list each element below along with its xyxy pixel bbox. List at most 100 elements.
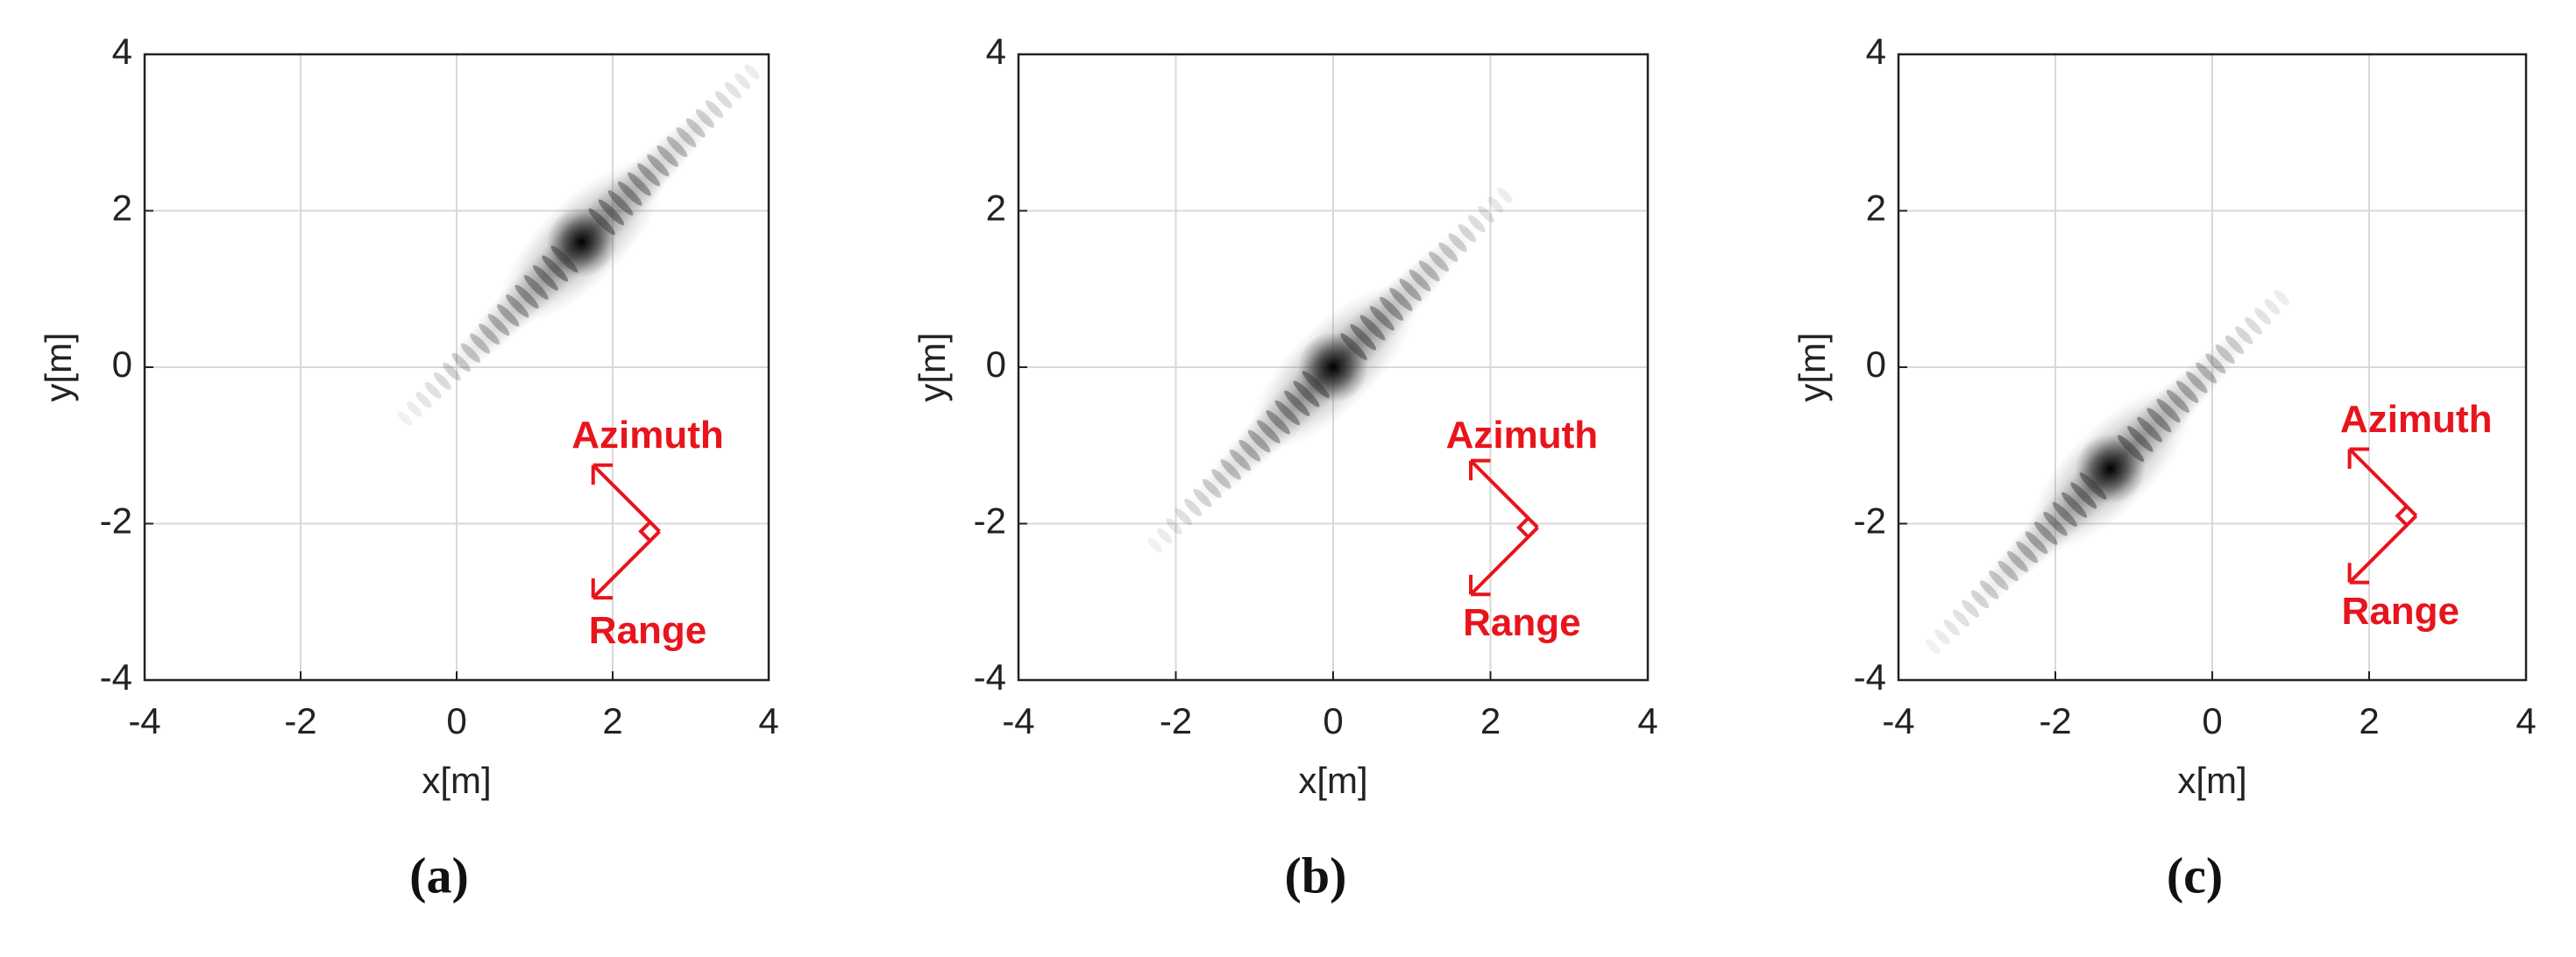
right-angle-mark xyxy=(638,521,652,542)
range-sidelobe xyxy=(2043,511,2068,536)
range-sidelobe xyxy=(1274,400,1301,426)
range-sidelobe xyxy=(715,91,733,109)
axes-box xyxy=(1897,53,2528,682)
range-sidelobe xyxy=(1497,188,1513,203)
range-sidelobe xyxy=(1350,323,1377,351)
range-sidelobe xyxy=(1229,449,1252,471)
y-tick-label: 4 xyxy=(112,31,132,72)
range-sidelobe xyxy=(1389,287,1413,311)
range-sidelobe xyxy=(1458,223,1477,243)
range-sidelobe xyxy=(1409,269,1431,292)
target-response xyxy=(1925,289,2289,654)
range-sidelobe xyxy=(1220,459,1241,480)
range-sidelobe xyxy=(460,343,481,363)
range-sidelobe xyxy=(725,82,742,99)
range-sidelobe xyxy=(523,274,549,300)
y-tick-label: -4 xyxy=(974,656,1006,698)
x-tick-label: 0 xyxy=(446,700,466,741)
range-sidelobe xyxy=(1247,429,1271,453)
y-tick-label: 2 xyxy=(112,188,132,229)
range-sidelobe xyxy=(1184,498,1203,516)
range-sidelobe xyxy=(1238,439,1261,462)
range-sidelobe xyxy=(1369,306,1394,331)
range-sidelobe xyxy=(676,127,697,148)
annotation: Range xyxy=(589,609,706,652)
y-tick-label: -2 xyxy=(974,500,1006,542)
range-sidelobe xyxy=(656,145,678,167)
range-arrow xyxy=(591,530,661,600)
x-tick-label: -4 xyxy=(1882,700,1914,741)
range-sidelobe xyxy=(2205,353,2226,374)
range-sidelobe xyxy=(685,117,706,138)
x-tick-label: -4 xyxy=(1002,700,1034,741)
x-tick-label: 0 xyxy=(1323,700,1343,741)
range-sidelobe xyxy=(1359,315,1386,341)
range-sidelobe xyxy=(2264,299,2281,315)
y-tick-label: -4 xyxy=(1854,656,1886,698)
range-sidelobe xyxy=(2127,426,2154,452)
y-tick-label: -2 xyxy=(100,500,132,542)
range-sidelobe xyxy=(647,154,670,177)
annotation: Azimuth xyxy=(1446,414,1599,457)
x-tick-label: 0 xyxy=(2202,700,2222,741)
azimuth-arrow xyxy=(1469,458,1539,529)
x-tick-label: -4 xyxy=(128,700,160,741)
x-tick-label: 4 xyxy=(2516,700,2536,741)
range-sidelobe xyxy=(407,401,422,417)
range-sidelobe xyxy=(1934,629,1950,645)
range-sidelobe xyxy=(1962,599,1980,618)
range-sidelobe xyxy=(2196,362,2218,384)
y-tick-label: 0 xyxy=(986,344,1006,385)
x-tick-label: -2 xyxy=(2039,700,2071,741)
range-sidelobe xyxy=(666,136,688,158)
range-sidelobe xyxy=(2166,389,2189,413)
range-sidelobe xyxy=(1979,580,1999,599)
range-sidelobe xyxy=(2137,416,2162,443)
range-sidelobe xyxy=(2052,501,2077,528)
x-tick-label: 4 xyxy=(1637,700,1657,741)
azimuth-arrow xyxy=(2347,447,2418,517)
range-sidelobe xyxy=(1193,488,1212,507)
range-sidelobe xyxy=(542,255,569,282)
range-sidelobe xyxy=(1202,478,1222,499)
target-rotated xyxy=(1147,188,1513,553)
range-sidelobe xyxy=(451,352,471,372)
y-axis-label: y[m] xyxy=(912,332,953,401)
x-tick-label: -2 xyxy=(1160,700,1192,741)
target-response xyxy=(397,64,760,426)
range-sidelobe xyxy=(496,304,520,327)
range-sidelobe xyxy=(514,284,539,309)
range-sidelobe xyxy=(1293,380,1320,408)
range-sidelobe xyxy=(1943,619,1960,636)
range-sidelobe xyxy=(1266,410,1290,435)
axes-box xyxy=(1017,53,1650,682)
range-sidelobe xyxy=(2254,308,2272,325)
range-sidelobe xyxy=(397,411,413,426)
range-sidelobe xyxy=(734,73,751,89)
range-sidelobe xyxy=(695,109,714,128)
range-sidelobe xyxy=(533,265,558,291)
range-sidelobe xyxy=(1429,251,1450,272)
range-sidelobe xyxy=(1478,206,1494,223)
range-sidelobe xyxy=(1174,508,1192,526)
x-tick-label: 2 xyxy=(602,700,622,741)
y-tick-label: 0 xyxy=(112,344,132,385)
range-sidelobe xyxy=(1998,560,2019,582)
y-tick-label: 2 xyxy=(986,188,1006,229)
range-sidelobe xyxy=(2175,380,2199,403)
range-sidelobe xyxy=(443,362,461,381)
annotation: Azimuth xyxy=(571,414,724,457)
y-tick-label: -2 xyxy=(1854,500,1886,542)
range-sidelobe xyxy=(2025,531,2048,555)
range-sidelobe xyxy=(2016,541,2039,564)
range-sidelobe xyxy=(433,372,451,390)
range-sidelobe xyxy=(487,314,510,336)
target-peak xyxy=(2075,433,2146,505)
range-sidelobe xyxy=(628,172,651,196)
range-sidelobe xyxy=(506,294,529,318)
annotation: Azimuth xyxy=(2340,398,2493,441)
range-sidelobe xyxy=(470,333,491,354)
target-peak xyxy=(1297,331,1369,403)
range-sidelobe xyxy=(617,181,642,206)
range-sidelobe xyxy=(1952,609,1969,627)
